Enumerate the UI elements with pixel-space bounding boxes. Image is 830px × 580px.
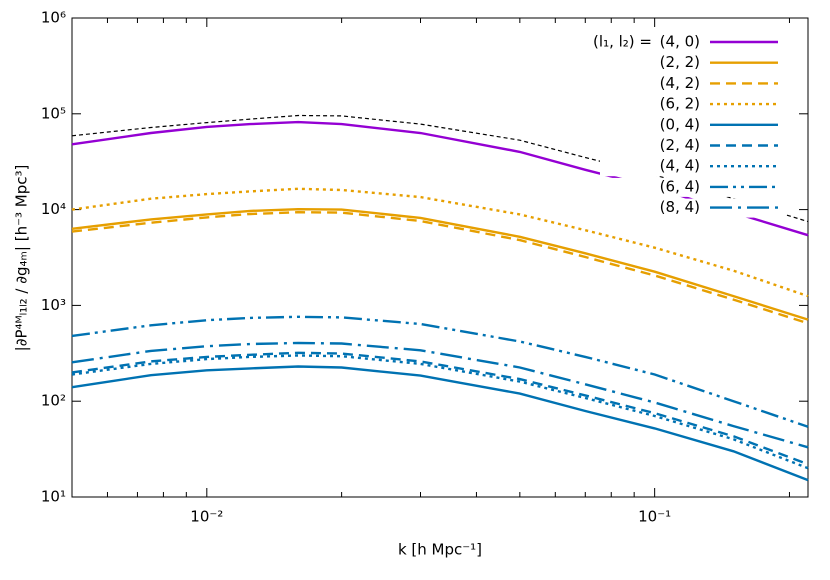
series-line (71, 207, 809, 321)
legend-bg (600, 115, 785, 135)
y-tick-label: 10³ (41, 296, 66, 314)
legend-bg (600, 33, 785, 52)
x-tick-label: 10⁻¹ (638, 508, 671, 526)
y-tick-label: 10⁶ (41, 9, 66, 27)
legend-title: (l₁, l₂) = (593, 33, 652, 51)
y-tick-label: 10² (41, 392, 66, 410)
legend-label: (4, 4) (660, 157, 700, 175)
legend-label: (0, 4) (660, 115, 700, 133)
series-line (71, 187, 809, 298)
legend-label: (6, 4) (660, 177, 700, 195)
series-line (71, 341, 809, 449)
y-tick-label: 10⁵ (41, 104, 66, 122)
legend-bg (600, 177, 785, 197)
plot-frame (71, 17, 809, 498)
series-line (71, 210, 809, 325)
series-line (71, 315, 809, 428)
series-line (71, 365, 809, 482)
legend-label: (2, 4) (660, 136, 700, 154)
legend-bg (600, 95, 785, 115)
legend-bg (600, 198, 785, 218)
x-axis-label: k [h Mpc⁻¹] (398, 541, 482, 559)
legend-label: (2, 2) (660, 53, 700, 71)
legend-label: (6, 2) (660, 95, 700, 113)
series-line (71, 354, 809, 470)
y-tick-label: 10¹ (41, 488, 66, 506)
y-axis-label: |∂P⁴ᴹₗ₁ₗ₂ / ∂g₄ₘ| [h⁻³ Mpc³] (13, 165, 31, 352)
legend-label: (4, 0) (660, 33, 700, 51)
x-tick-label: 10⁻² (190, 508, 223, 526)
legend-label: (4, 2) (660, 74, 700, 92)
legend-bg (600, 157, 785, 177)
series-line (71, 351, 809, 466)
legend-label: (8, 4) (660, 198, 700, 216)
legend-bg (600, 136, 785, 156)
legend-bg (600, 53, 785, 73)
y-tick-label: 10⁴ (41, 200, 66, 218)
legend-bg (600, 74, 785, 94)
